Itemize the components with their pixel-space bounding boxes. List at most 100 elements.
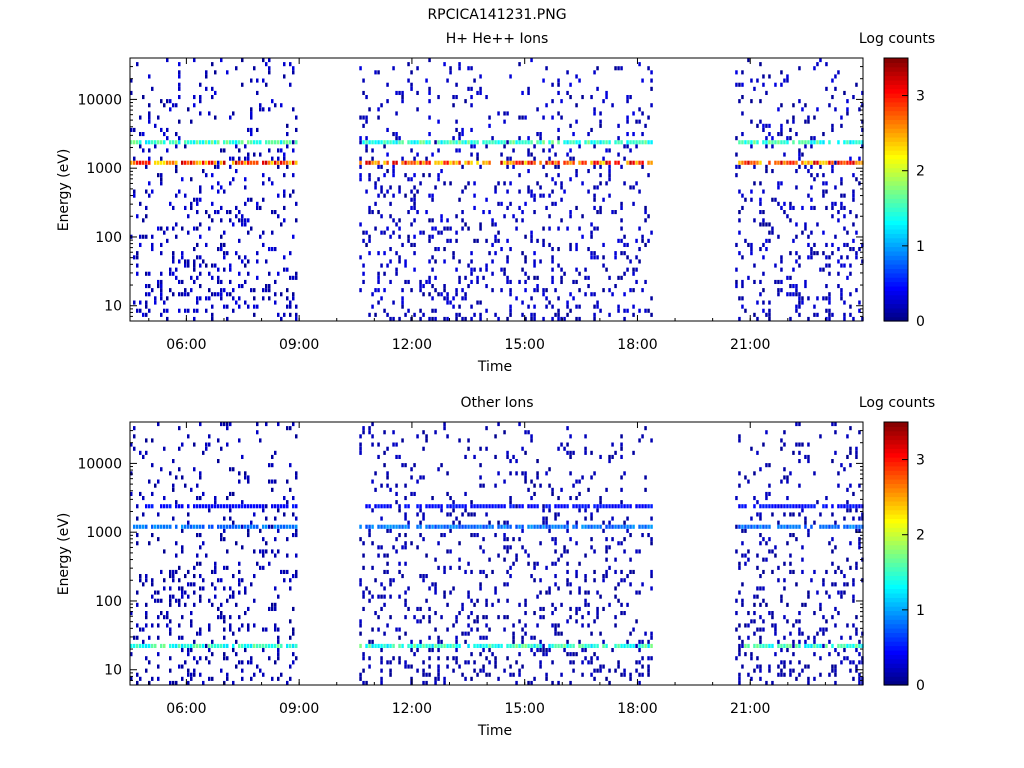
heatmap-cell [542,292,545,297]
heatmap-cell [440,504,443,509]
heatmap-cell [509,304,512,309]
heatmap-cell [849,271,852,276]
heatmap-cell [590,475,593,480]
heatmap-cell [190,140,193,145]
heatmap-cell [428,238,431,243]
heatmap-cell [759,615,762,620]
heatmap-cell [506,205,509,211]
heatmap-cell [256,304,259,309]
heatmap-cell [780,127,783,133]
heatmap-cell [217,524,220,529]
heatmap-cell [644,487,647,492]
heatmap-cell [825,643,828,649]
heatmap-cell [289,304,292,309]
heatmap-cell [599,119,602,124]
heatmap-cell [437,177,440,182]
heatmap-cell [813,177,816,182]
heatmap-cell [542,652,545,657]
heatmap-cell [777,185,780,190]
heatmap-cell [148,308,151,313]
heatmap-cell [578,606,581,612]
heatmap-cell [840,177,843,182]
heatmap-cell [822,132,825,137]
heatmap-cell [843,263,846,268]
heatmap-cell [136,263,139,268]
heatmap-cell [503,144,506,149]
heatmap-cell [650,635,653,640]
heatmap-cell [536,623,539,628]
heatmap-cell [801,569,804,575]
heatmap-cell [265,82,268,87]
heatmap-cell [488,210,491,215]
heatmap-cell [593,643,596,649]
heatmap-cell [855,255,858,260]
heatmap-cell [437,119,440,124]
heatmap-cell [473,312,476,317]
heatmap-cell [530,504,533,509]
heatmap-cell [211,140,214,145]
heatmap-cell [777,201,780,206]
heatmap-cell [193,656,196,661]
heatmap-cell [551,487,554,492]
heatmap-cell [641,434,644,439]
heatmap-cell [470,160,473,165]
heatmap-cell [404,483,407,488]
heatmap-cell [223,267,226,272]
heatmap-cell [822,504,825,509]
heatmap-cell [184,574,187,579]
heatmap-cell [813,242,816,248]
heatmap-cell [455,504,458,509]
heatmap-cell [527,140,530,145]
heatmap-cell [783,201,786,206]
heatmap-cell [858,160,861,165]
heatmap-cell [386,475,389,480]
heatmap-cell [852,197,855,202]
heatmap-cell [265,284,268,289]
heatmap-cell [602,520,605,525]
heatmap-cell [753,181,756,186]
heatmap-cell [590,292,593,297]
heatmap-cell [368,251,371,256]
colorbar-segment [884,509,908,515]
heatmap-cell [217,210,220,215]
heatmap-cell [160,127,163,133]
heatmap-cell [419,308,422,313]
heatmap-cell [605,545,608,550]
heatmap-cell [524,631,527,636]
heatmap-cell [446,140,449,145]
heatmap-cell [482,537,485,542]
heatmap-cell [744,140,747,145]
heatmap-cell [404,602,407,607]
heatmap-cell [464,639,467,644]
colorbar-segment [884,430,908,436]
heatmap-cell [798,152,801,157]
heatmap-cell [536,594,539,599]
heatmap-cell [819,643,822,649]
heatmap-cell [491,504,494,509]
heatmap-cell [374,140,377,145]
heatmap-cell [840,181,843,186]
heatmap-cell [798,450,801,455]
heatmap-cell [810,230,813,235]
heatmap-cell [157,635,160,640]
heatmap-cell [464,140,467,145]
heatmap-cell [629,160,632,165]
heatmap-cell [491,222,494,227]
heatmap-cell [196,561,199,566]
heatmap-cell [777,140,780,145]
colorbar-segment [884,294,908,300]
heatmap-cell [446,664,449,669]
heatmap-cell [383,553,386,558]
heatmap-cell [410,140,413,145]
heatmap-cell [557,512,560,517]
heatmap-cell [548,140,551,145]
heatmap-cell [834,582,837,587]
heatmap-cell [470,676,473,681]
heatmap-cell [208,296,211,301]
heatmap-cell [202,586,205,591]
heatmap-cell [834,430,837,435]
heatmap-cell [858,545,861,550]
heatmap-cell [362,668,365,673]
heatmap-cell [590,545,593,550]
heatmap-cell [283,267,286,272]
